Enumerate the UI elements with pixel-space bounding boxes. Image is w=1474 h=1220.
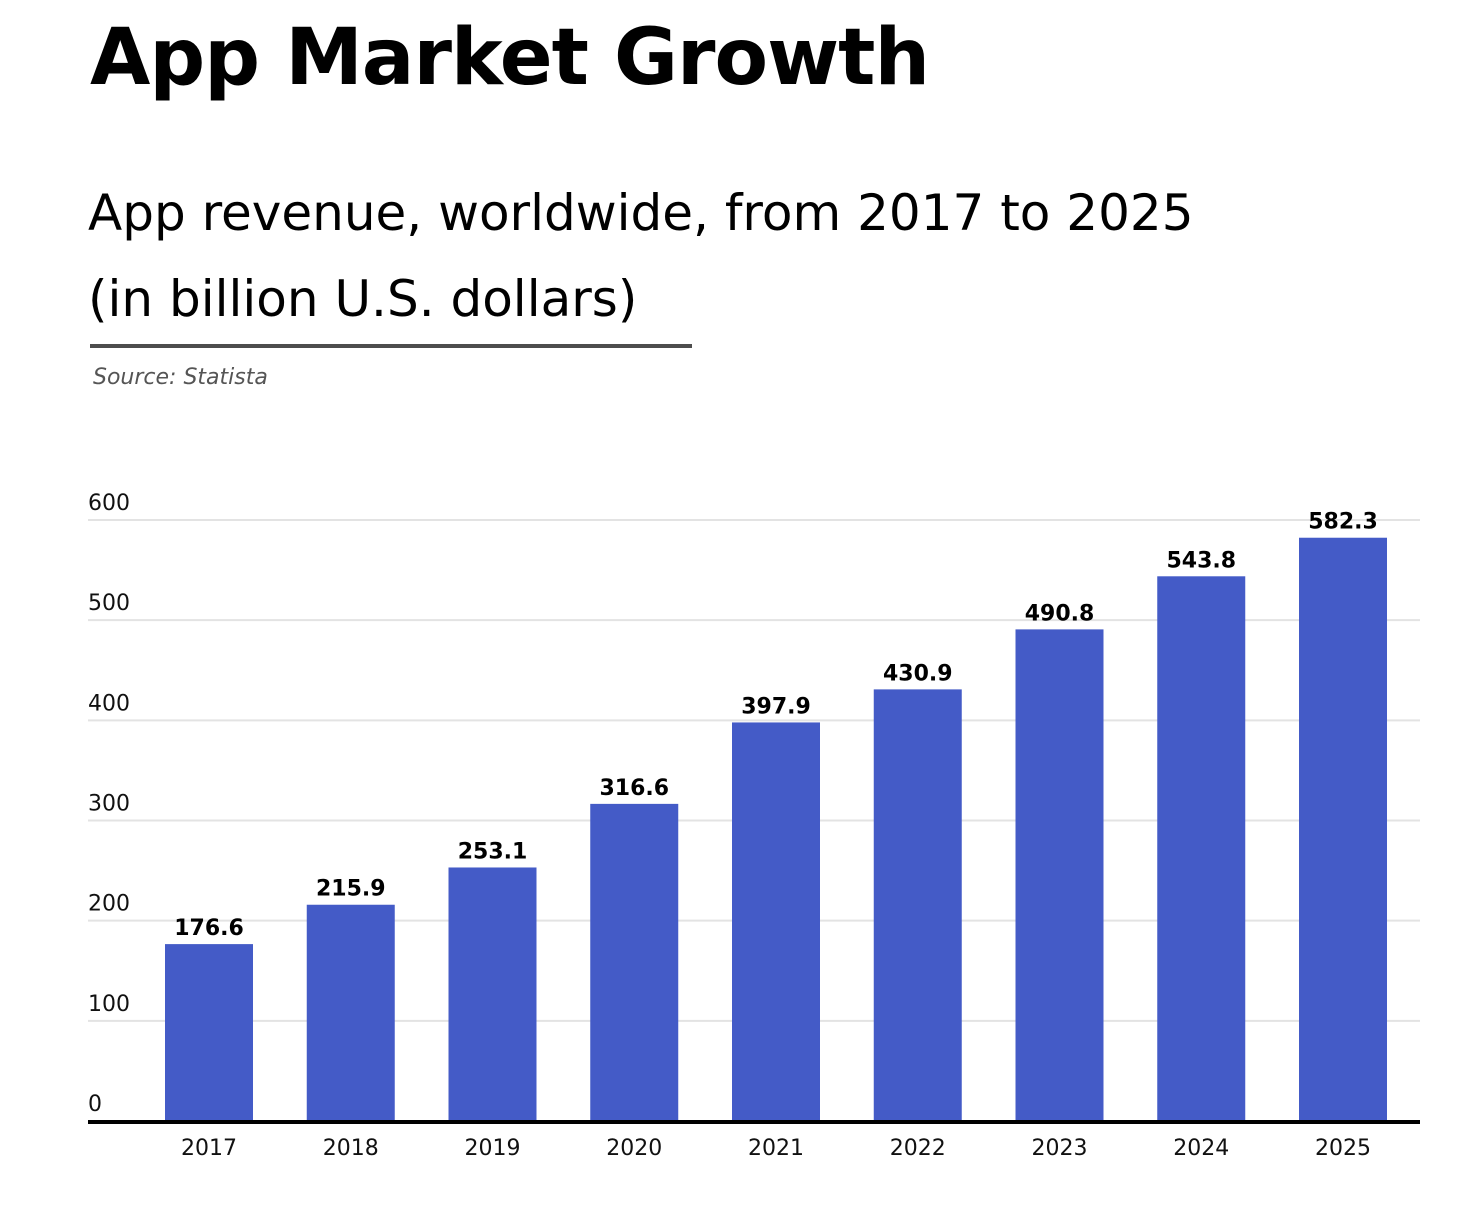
x-tick-label: 2018 xyxy=(323,1136,379,1161)
bar xyxy=(306,904,395,1121)
y-tick-label: 200 xyxy=(88,892,130,917)
chart-title: App Market Growth xyxy=(90,13,930,103)
bar xyxy=(590,803,679,1121)
x-tick-label: 2023 xyxy=(1032,1136,1088,1161)
y-tick-label: 500 xyxy=(88,591,130,616)
data-label: 582.3 xyxy=(1308,510,1378,535)
x-tick-label: 2019 xyxy=(465,1136,521,1161)
x-tick-label: 2017 xyxy=(181,1136,237,1161)
bar xyxy=(1299,537,1387,1121)
data-label: 316.6 xyxy=(599,776,669,801)
bar xyxy=(165,944,253,1121)
x-tick-label: 2024 xyxy=(1173,1136,1229,1161)
x-tick-label: 2022 xyxy=(890,1136,946,1161)
data-label: 490.8 xyxy=(1025,601,1095,626)
bar xyxy=(873,689,962,1121)
bar xyxy=(1157,576,1246,1121)
subtitle-divider xyxy=(90,344,692,348)
source-note: Source: Statista xyxy=(93,365,268,390)
bar xyxy=(448,867,537,1121)
data-label: 253.1 xyxy=(458,839,528,864)
y-tick-label: 100 xyxy=(88,992,130,1017)
y-tick-label: 400 xyxy=(88,691,130,716)
subtitle-line-1: App revenue, worldwide, from 2017 to 202… xyxy=(88,184,1194,242)
data-label: 543.8 xyxy=(1166,548,1236,573)
data-label: 430.9 xyxy=(883,661,953,686)
subtitle-line-2: (in billion U.S. dollars) xyxy=(88,270,638,328)
y-tick-label: 600 xyxy=(88,491,130,516)
y-tick-label: 0 xyxy=(88,1092,102,1117)
y-tick-label: 300 xyxy=(88,792,130,817)
data-label: 176.6 xyxy=(174,916,244,941)
x-tick-label: 2020 xyxy=(606,1136,662,1161)
chart-subtitle: App revenue, worldwide, from 2017 to 202… xyxy=(88,170,1388,342)
x-tick-label: 2025 xyxy=(1315,1136,1371,1161)
data-label: 215.9 xyxy=(316,877,386,902)
bar xyxy=(732,722,820,1121)
x-tick-label: 2021 xyxy=(748,1136,804,1161)
bar xyxy=(1015,629,1104,1121)
data-label: 397.9 xyxy=(741,694,811,719)
